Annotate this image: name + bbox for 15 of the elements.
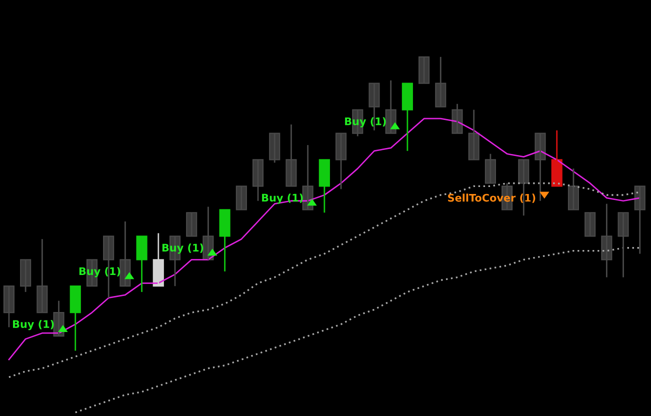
candlestick [484, 153, 496, 184]
annotation: SellToCover (1) [448, 194, 536, 203]
candlestick [584, 212, 596, 237]
candlestick [236, 185, 247, 210]
candlestick [418, 56, 430, 84]
candlestick [252, 159, 264, 202]
candlestick [618, 212, 629, 278]
candlestick [335, 132, 347, 190]
annotation: Buy (1) [79, 267, 120, 278]
candlestick [3, 285, 14, 328]
candlestick [186, 212, 198, 237]
candlestick [286, 124, 297, 187]
annotation: Buy (1) [162, 244, 204, 254]
annotation: Buy (1) [13, 320, 54, 330]
annotation: Buy (1) [345, 117, 386, 128]
